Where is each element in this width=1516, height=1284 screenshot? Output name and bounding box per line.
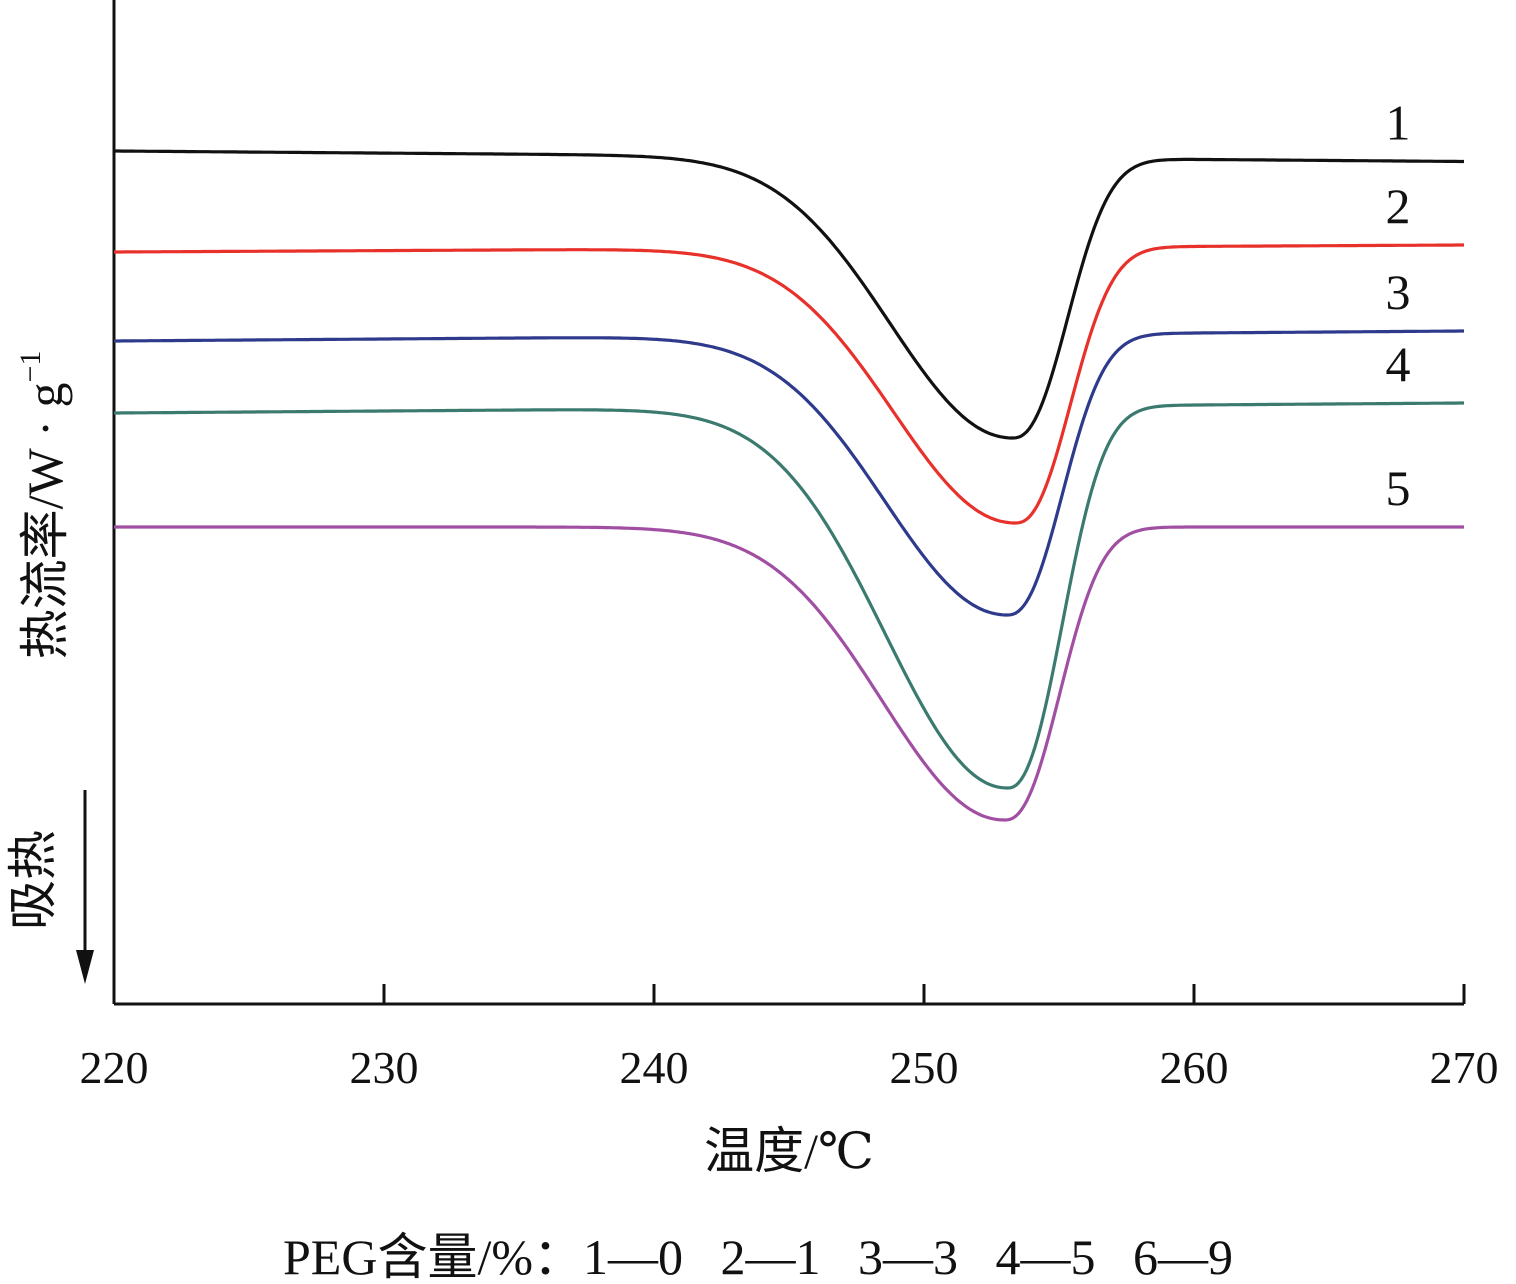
endotherm-label: 吸热 [5,830,61,930]
x-tick-label: 220 [80,1042,149,1093]
y-axis-title-text: 热流率/W · g [17,383,73,660]
endotherm-indicator: 吸热 [5,790,94,984]
series-2-label: 2 [1386,178,1411,234]
x-tick-label: 230 [350,1042,419,1093]
x-tick-label: 260 [1160,1042,1229,1093]
y-axis-title: 热流率/W · g−1 [14,351,73,660]
series-4-label: 4 [1386,336,1411,392]
axes [112,0,1464,1006]
series-3-line [114,329,1464,617]
x-tick-label: 270 [1430,1042,1499,1093]
series-1-line [114,149,1464,440]
series-labels: 1 2 3 4 5 [1386,95,1411,517]
series-3-label: 3 [1386,264,1411,320]
series-5-line [114,525,1464,822]
x-tick-label: 240 [620,1042,689,1093]
series-1-label: 1 [1386,95,1411,151]
x-tick-label: 250 [890,1042,959,1093]
x-ticks: 220 230 240 250 260 270 [80,984,1499,1093]
series-5-label: 5 [1386,460,1411,516]
series-4-line [114,401,1464,790]
y-axis-title-sup: −1 [14,351,47,383]
svg-text:热流率/W · g−1: 热流率/W · g−1 [14,351,73,660]
legend-note: PEG含量/%：1—0 2—1 3—3 4—5 6—9 [283,1229,1233,1284]
series-curves [114,149,1464,822]
series-2-line [114,243,1464,525]
x-axis-title: 温度/℃ [704,1123,874,1179]
endotherm-arrow-head [76,950,94,984]
